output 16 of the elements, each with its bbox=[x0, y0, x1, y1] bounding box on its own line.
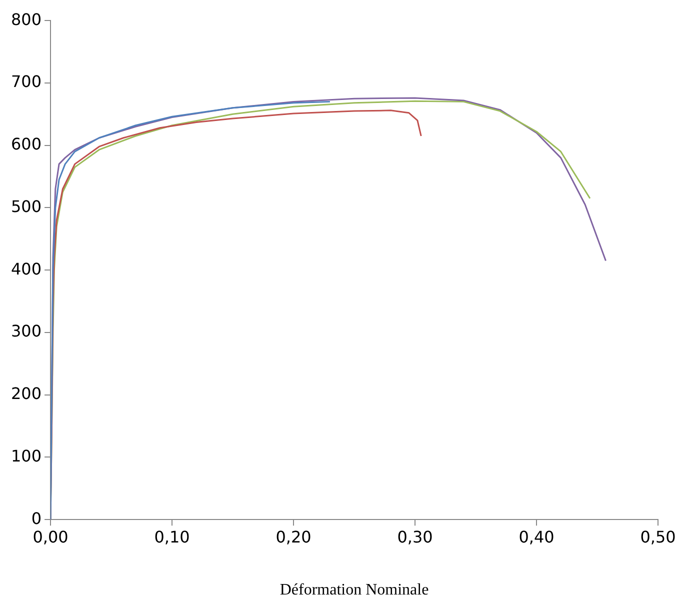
y-tick-label: 600 bbox=[10, 134, 42, 154]
y-tick-label: 800 bbox=[10, 10, 42, 29]
y-tick-label: 100 bbox=[10, 446, 42, 466]
y-tick-label: 700 bbox=[10, 72, 42, 92]
x-axis-title: Déformation Nominale bbox=[280, 582, 429, 599]
x-tick-label: 0,10 bbox=[154, 527, 190, 546]
x-tick-label: 0,50 bbox=[640, 527, 676, 546]
y-tick-label: 200 bbox=[10, 384, 42, 404]
y-tick-label: 400 bbox=[10, 259, 42, 278]
y-tick-label: 500 bbox=[10, 196, 42, 216]
x-tick-label: 0,40 bbox=[518, 527, 554, 546]
x-tick-label: 0,30 bbox=[397, 527, 433, 546]
x-tick-label: 0,00 bbox=[32, 527, 68, 546]
y-tick-label: 300 bbox=[10, 322, 42, 341]
x-tick-label: 0,20 bbox=[276, 527, 312, 546]
y-tick-label: 0 bbox=[31, 508, 42, 528]
